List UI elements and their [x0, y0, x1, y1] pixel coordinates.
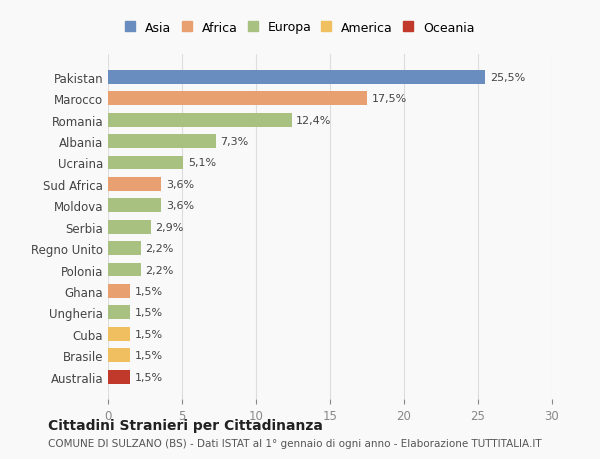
Text: 3,6%: 3,6%: [166, 201, 194, 211]
Bar: [108, 284, 130, 298]
Text: 1,5%: 1,5%: [134, 286, 163, 296]
Text: 25,5%: 25,5%: [490, 73, 525, 83]
Text: 1,5%: 1,5%: [134, 350, 163, 360]
Bar: [108, 199, 161, 213]
Text: 1,5%: 1,5%: [134, 329, 163, 339]
Bar: [108, 370, 130, 384]
Bar: [108, 135, 216, 149]
Text: 1,5%: 1,5%: [134, 308, 163, 318]
Legend: Asia, Africa, Europa, America, Oceania: Asia, Africa, Europa, America, Oceania: [122, 18, 478, 38]
Bar: [108, 71, 485, 84]
Bar: [108, 156, 184, 170]
Bar: [108, 348, 130, 362]
Text: 3,6%: 3,6%: [166, 179, 194, 190]
Text: 12,4%: 12,4%: [296, 115, 331, 125]
Bar: [108, 92, 367, 106]
Text: COMUNE DI SULZANO (BS) - Dati ISTAT al 1° gennaio di ogni anno - Elaborazione TU: COMUNE DI SULZANO (BS) - Dati ISTAT al 1…: [48, 438, 542, 448]
Bar: [108, 327, 130, 341]
Text: 5,1%: 5,1%: [188, 158, 216, 168]
Bar: [108, 241, 140, 256]
Text: 17,5%: 17,5%: [371, 94, 407, 104]
Text: 2,2%: 2,2%: [145, 265, 173, 275]
Text: 7,3%: 7,3%: [220, 137, 249, 147]
Text: 1,5%: 1,5%: [134, 372, 163, 382]
Bar: [108, 178, 161, 191]
Text: 2,2%: 2,2%: [145, 244, 173, 253]
Bar: [108, 306, 130, 319]
Bar: [108, 263, 140, 277]
Text: Cittadini Stranieri per Cittadinanza: Cittadini Stranieri per Cittadinanza: [48, 418, 323, 432]
Text: 2,9%: 2,9%: [155, 222, 184, 232]
Bar: [108, 220, 151, 234]
Bar: [108, 113, 292, 127]
